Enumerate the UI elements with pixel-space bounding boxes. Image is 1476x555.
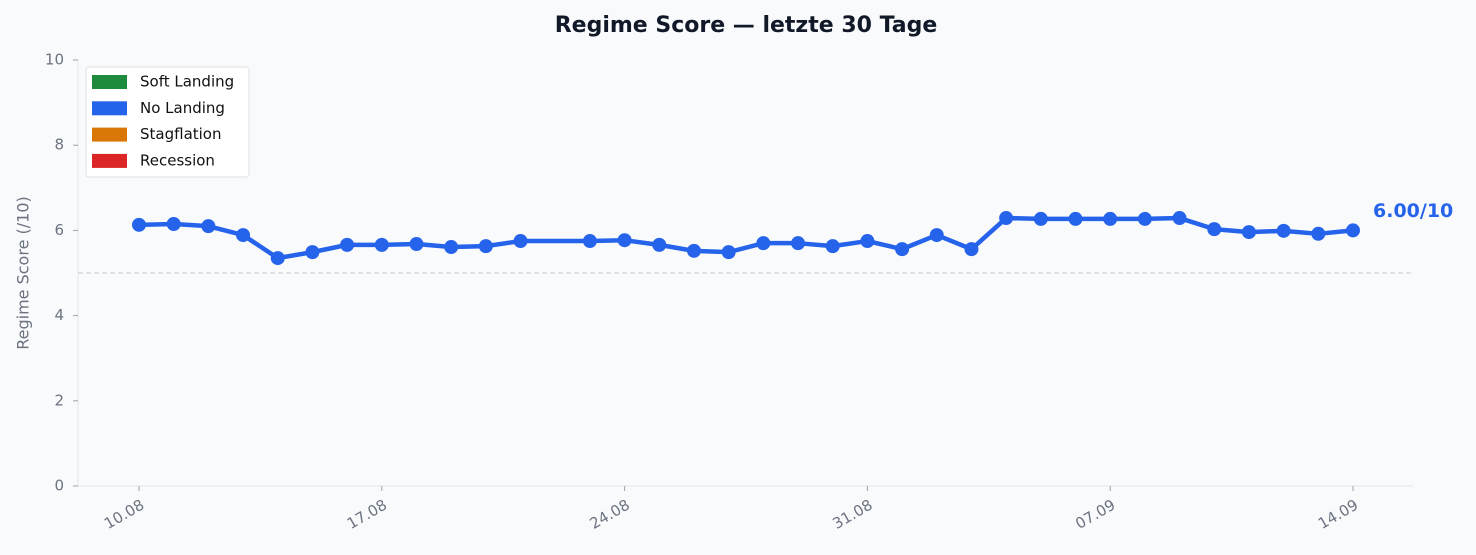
legend-label: Soft Landing	[140, 73, 234, 91]
point	[478, 239, 493, 254]
point	[1346, 223, 1360, 238]
point	[270, 251, 285, 266]
point	[791, 236, 806, 251]
point	[340, 237, 355, 252]
point	[964, 242, 979, 257]
point	[444, 240, 459, 255]
legend-label: Stagflation	[140, 125, 222, 143]
legend-label: No Landing	[140, 99, 225, 117]
point	[1068, 211, 1083, 226]
point	[1241, 225, 1256, 240]
point	[1276, 223, 1291, 238]
point	[756, 236, 771, 251]
point	[860, 234, 875, 249]
point	[825, 239, 840, 254]
legend-swatch	[92, 153, 127, 168]
annotation: 6.00/10	[1373, 200, 1453, 222]
point	[721, 245, 736, 260]
point	[1137, 211, 1152, 226]
point	[999, 211, 1014, 226]
point	[305, 245, 320, 260]
y-tick-label: 10	[45, 51, 64, 69]
point	[582, 234, 597, 249]
point	[374, 237, 389, 252]
point	[686, 243, 701, 258]
legend-swatch	[92, 101, 127, 116]
point	[236, 228, 251, 243]
y-tick-label: 6	[54, 221, 64, 239]
point	[895, 242, 910, 257]
legend: Soft Landing No Landing Stagflation Recessi…	[85, 66, 250, 178]
y-tick-label: 2	[54, 391, 64, 409]
point	[513, 234, 528, 249]
legend-label: Recession	[140, 151, 215, 169]
chart-title: Regime Score — letzte 30 Tage	[555, 13, 938, 38]
legend-swatch	[92, 75, 127, 89]
point	[1103, 211, 1118, 226]
point	[1207, 222, 1222, 237]
point	[1311, 226, 1326, 241]
legend-box	[85, 66, 250, 178]
y-tick-label: 4	[54, 306, 64, 324]
legend-swatch	[92, 127, 127, 142]
point	[409, 237, 424, 252]
point	[652, 237, 667, 252]
y-axis-label: Regime Score (/10)	[14, 196, 33, 350]
point	[617, 233, 632, 248]
y-tick-label: 8	[54, 136, 64, 154]
point	[929, 228, 944, 243]
y-tick-label: 0	[54, 477, 64, 495]
point	[166, 217, 181, 232]
point	[1033, 211, 1048, 226]
point	[201, 219, 216, 234]
point	[132, 217, 146, 232]
point	[1172, 211, 1187, 226]
